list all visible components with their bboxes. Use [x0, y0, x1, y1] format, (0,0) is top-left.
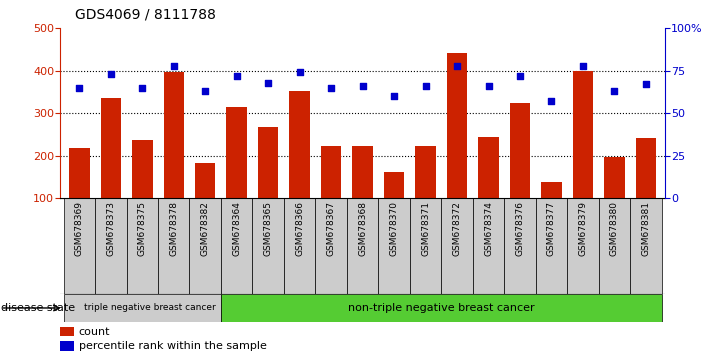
- FancyBboxPatch shape: [190, 198, 221, 294]
- Point: [388, 93, 400, 99]
- Bar: [258, 127, 279, 241]
- FancyBboxPatch shape: [158, 198, 190, 294]
- FancyBboxPatch shape: [504, 198, 535, 294]
- Text: GSM678374: GSM678374: [484, 201, 493, 256]
- Point: [609, 88, 620, 94]
- Text: non-triple negative breast cancer: non-triple negative breast cancer: [348, 303, 535, 313]
- Text: GSM678378: GSM678378: [169, 201, 178, 256]
- Point: [514, 73, 525, 79]
- Bar: [415, 147, 436, 241]
- Text: GSM678375: GSM678375: [138, 201, 146, 256]
- Text: triple negative breast cancer: triple negative breast cancer: [85, 303, 216, 313]
- FancyBboxPatch shape: [316, 198, 347, 294]
- Text: GSM678364: GSM678364: [232, 201, 241, 256]
- FancyBboxPatch shape: [630, 198, 662, 294]
- Bar: [227, 107, 247, 241]
- Bar: [573, 71, 593, 241]
- Text: GSM678371: GSM678371: [421, 201, 430, 256]
- Text: GSM678376: GSM678376: [515, 201, 525, 256]
- Point: [168, 63, 179, 69]
- Text: GSM678377: GSM678377: [547, 201, 556, 256]
- Text: GSM678366: GSM678366: [295, 201, 304, 256]
- Text: percentile rank within the sample: percentile rank within the sample: [78, 341, 267, 351]
- Bar: [604, 157, 625, 241]
- Text: GSM678367: GSM678367: [326, 201, 336, 256]
- Bar: [60, 327, 74, 336]
- Point: [231, 73, 242, 79]
- FancyBboxPatch shape: [535, 198, 567, 294]
- FancyBboxPatch shape: [442, 198, 473, 294]
- FancyBboxPatch shape: [284, 198, 316, 294]
- Point: [483, 83, 494, 89]
- Bar: [447, 52, 467, 241]
- Point: [294, 70, 305, 75]
- FancyBboxPatch shape: [63, 198, 95, 294]
- Point: [326, 85, 337, 91]
- FancyBboxPatch shape: [473, 198, 504, 294]
- Text: GSM678370: GSM678370: [390, 201, 399, 256]
- FancyBboxPatch shape: [347, 198, 378, 294]
- Bar: [60, 341, 74, 351]
- Bar: [510, 103, 530, 241]
- FancyBboxPatch shape: [95, 198, 127, 294]
- Point: [105, 72, 117, 77]
- Point: [640, 81, 651, 87]
- Point: [137, 85, 148, 91]
- Bar: [353, 147, 373, 241]
- Bar: [164, 72, 184, 241]
- FancyBboxPatch shape: [378, 198, 410, 294]
- Bar: [289, 91, 310, 241]
- Text: GSM678369: GSM678369: [75, 201, 84, 256]
- FancyBboxPatch shape: [410, 198, 442, 294]
- Bar: [541, 182, 562, 241]
- FancyBboxPatch shape: [127, 198, 158, 294]
- Bar: [195, 163, 215, 241]
- Point: [262, 80, 274, 86]
- Bar: [69, 148, 90, 241]
- Text: GSM678380: GSM678380: [610, 201, 619, 256]
- Text: GSM678368: GSM678368: [358, 201, 367, 256]
- Point: [200, 88, 211, 94]
- Bar: [132, 139, 152, 241]
- Bar: [321, 147, 341, 241]
- Point: [74, 85, 85, 91]
- Bar: [100, 98, 121, 241]
- Point: [420, 83, 432, 89]
- Point: [577, 63, 589, 69]
- Text: count: count: [78, 327, 110, 337]
- Point: [451, 63, 463, 69]
- FancyBboxPatch shape: [252, 198, 284, 294]
- Text: GSM678372: GSM678372: [452, 201, 461, 256]
- Text: GSM678381: GSM678381: [641, 201, 651, 256]
- Text: disease state: disease state: [1, 303, 75, 313]
- Point: [546, 98, 557, 104]
- Bar: [479, 137, 498, 241]
- Bar: [384, 172, 405, 241]
- Point: [357, 83, 368, 89]
- Text: GSM678379: GSM678379: [579, 201, 587, 256]
- FancyBboxPatch shape: [599, 198, 630, 294]
- Text: GSM678382: GSM678382: [201, 201, 210, 256]
- FancyBboxPatch shape: [567, 198, 599, 294]
- Text: GDS4069 / 8111788: GDS4069 / 8111788: [75, 7, 215, 21]
- FancyBboxPatch shape: [221, 294, 662, 322]
- Text: GSM678365: GSM678365: [264, 201, 273, 256]
- Text: GSM678373: GSM678373: [107, 201, 115, 256]
- Bar: [636, 138, 656, 241]
- FancyBboxPatch shape: [221, 198, 252, 294]
- FancyBboxPatch shape: [63, 294, 221, 322]
